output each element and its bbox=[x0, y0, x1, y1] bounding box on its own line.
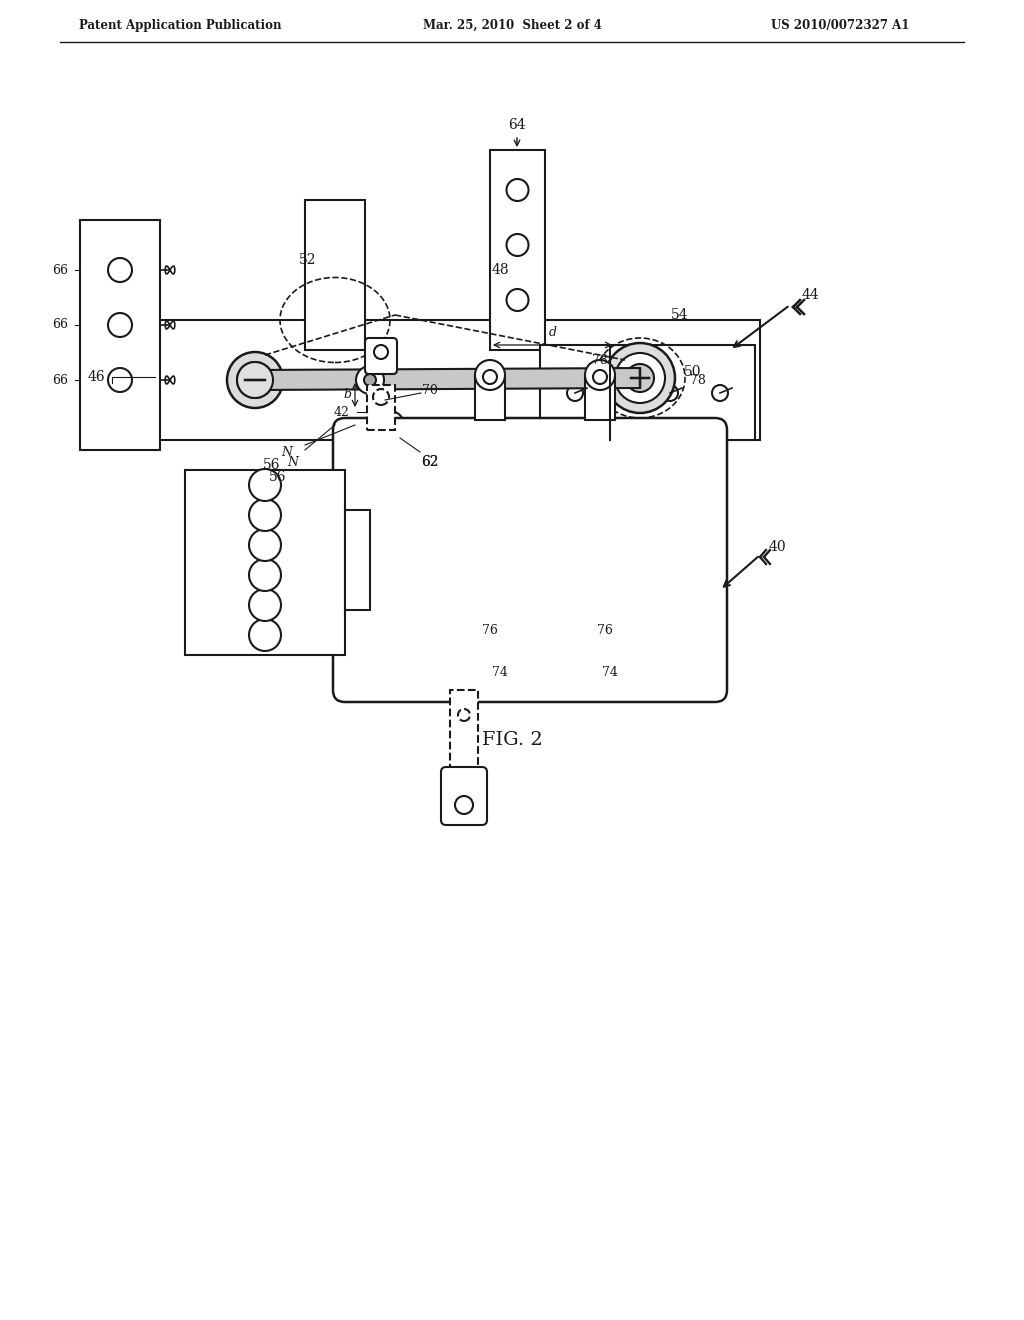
Bar bbox=[585, 375, 615, 420]
Text: 66: 66 bbox=[52, 318, 68, 331]
Circle shape bbox=[384, 418, 396, 432]
Bar bbox=[540, 345, 755, 440]
Text: 50: 50 bbox=[684, 366, 701, 379]
FancyBboxPatch shape bbox=[365, 338, 397, 374]
Text: 40: 40 bbox=[768, 540, 785, 554]
Circle shape bbox=[712, 385, 728, 401]
Circle shape bbox=[455, 796, 473, 814]
Text: 76: 76 bbox=[597, 623, 613, 636]
Circle shape bbox=[237, 362, 273, 399]
Circle shape bbox=[374, 345, 388, 359]
Circle shape bbox=[249, 499, 281, 531]
Text: 48: 48 bbox=[492, 263, 509, 277]
Circle shape bbox=[615, 352, 665, 403]
Text: 46: 46 bbox=[87, 370, 105, 384]
Circle shape bbox=[507, 180, 528, 201]
Bar bbox=[80, 220, 160, 450]
Circle shape bbox=[483, 370, 497, 384]
Bar bbox=[450, 690, 478, 770]
Bar bbox=[475, 375, 505, 420]
Circle shape bbox=[605, 343, 675, 413]
Circle shape bbox=[249, 619, 281, 651]
Text: Patent Application Publication: Patent Application Publication bbox=[79, 18, 282, 32]
Text: N: N bbox=[288, 455, 299, 469]
Text: 74: 74 bbox=[602, 665, 617, 678]
Text: N: N bbox=[282, 446, 293, 458]
Circle shape bbox=[249, 589, 281, 620]
Text: 56: 56 bbox=[263, 458, 281, 473]
Text: 62: 62 bbox=[421, 455, 438, 469]
Text: 64: 64 bbox=[508, 117, 525, 132]
Circle shape bbox=[249, 529, 281, 561]
Circle shape bbox=[567, 385, 583, 401]
Text: 42: 42 bbox=[334, 405, 350, 418]
Bar bbox=[490, 150, 545, 350]
Bar bbox=[155, 319, 760, 440]
Text: US 2010/0072327 A1: US 2010/0072327 A1 bbox=[771, 18, 909, 32]
Text: 52: 52 bbox=[299, 253, 316, 267]
Text: 54: 54 bbox=[671, 308, 689, 322]
Bar bbox=[367, 385, 395, 430]
FancyBboxPatch shape bbox=[333, 418, 727, 702]
Polygon shape bbox=[255, 368, 640, 389]
Text: FIG. 2: FIG. 2 bbox=[481, 731, 543, 748]
Circle shape bbox=[237, 362, 273, 399]
Bar bbox=[305, 201, 365, 350]
Circle shape bbox=[108, 313, 132, 337]
Circle shape bbox=[585, 360, 615, 389]
Text: 66: 66 bbox=[52, 374, 68, 387]
Circle shape bbox=[373, 389, 389, 405]
Text: 76: 76 bbox=[482, 623, 498, 636]
Text: Mar. 25, 2010  Sheet 2 of 4: Mar. 25, 2010 Sheet 2 of 4 bbox=[423, 18, 601, 32]
Circle shape bbox=[364, 374, 376, 385]
Text: 56: 56 bbox=[269, 470, 287, 484]
Text: 78: 78 bbox=[592, 354, 608, 367]
Circle shape bbox=[227, 352, 283, 408]
FancyBboxPatch shape bbox=[441, 767, 487, 825]
Circle shape bbox=[356, 366, 384, 393]
Text: 74: 74 bbox=[493, 665, 508, 678]
Text: 66: 66 bbox=[52, 264, 68, 276]
Circle shape bbox=[662, 385, 678, 401]
Circle shape bbox=[108, 257, 132, 282]
Circle shape bbox=[108, 368, 132, 392]
Circle shape bbox=[458, 709, 470, 721]
Bar bbox=[185, 470, 345, 655]
Circle shape bbox=[593, 370, 607, 384]
Bar bbox=[345, 510, 370, 610]
Circle shape bbox=[475, 360, 505, 389]
Text: 70: 70 bbox=[422, 384, 438, 396]
Text: 78: 78 bbox=[690, 374, 706, 387]
Text: b: b bbox=[343, 388, 351, 401]
Text: 44: 44 bbox=[801, 288, 819, 302]
Circle shape bbox=[507, 234, 528, 256]
Circle shape bbox=[376, 411, 404, 440]
Circle shape bbox=[249, 469, 281, 502]
Text: d: d bbox=[549, 326, 556, 339]
Circle shape bbox=[626, 364, 654, 392]
Circle shape bbox=[507, 289, 528, 312]
Circle shape bbox=[249, 558, 281, 591]
Text: 62: 62 bbox=[421, 455, 438, 469]
